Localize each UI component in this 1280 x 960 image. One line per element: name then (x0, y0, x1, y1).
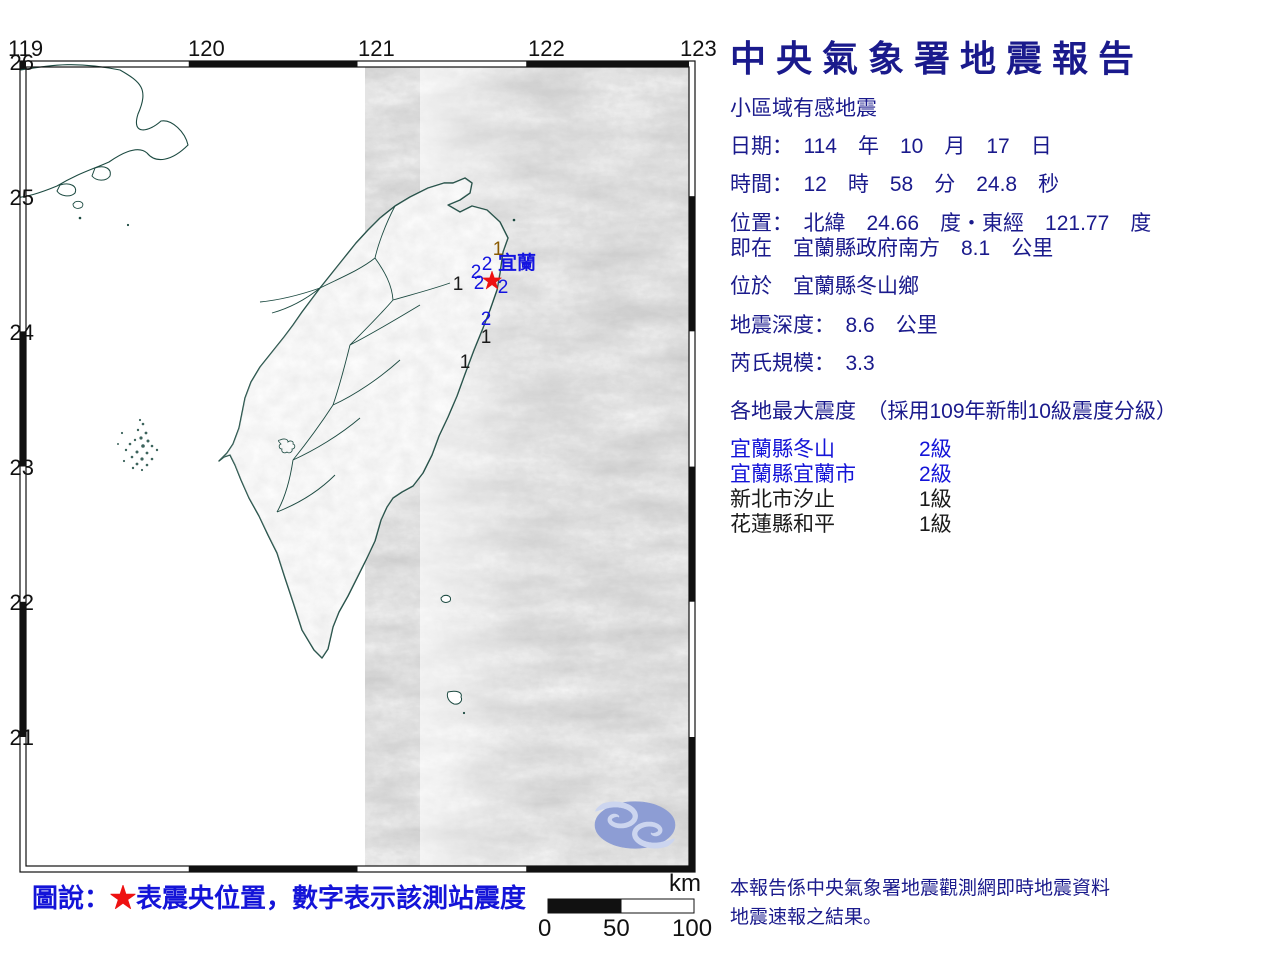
svg-text:2: 2 (482, 254, 493, 275)
svg-text:1: 1 (481, 327, 492, 348)
svg-text:宜蘭: 宜蘭 (498, 251, 536, 274)
svg-text:1: 1 (460, 352, 471, 373)
svg-text:2: 2 (474, 273, 485, 294)
svg-text:2: 2 (498, 277, 509, 298)
svg-text:1: 1 (453, 274, 464, 295)
